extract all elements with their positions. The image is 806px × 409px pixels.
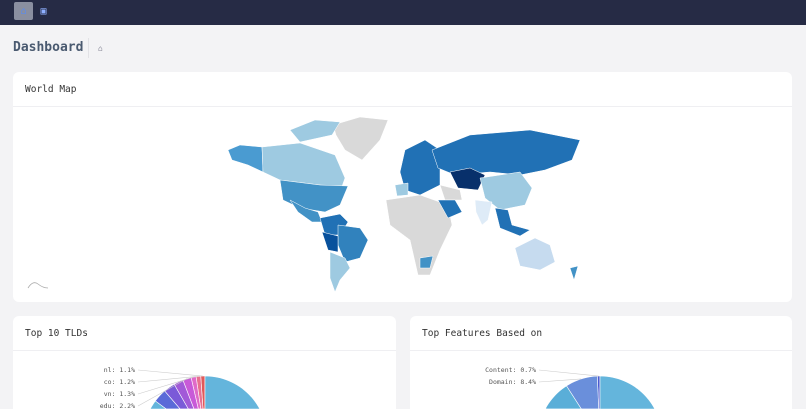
slice-label: vn: 1.3%: [104, 390, 135, 398]
label-leader-line: [137, 369, 203, 377]
page-title: Dashboard: [13, 40, 84, 55]
slice-label: co: 1.2%: [104, 378, 135, 386]
map-canada-islands: [289, 119, 341, 143]
map-saudi-arabia: [437, 199, 463, 219]
map-peru: [321, 231, 339, 253]
slice-label: Content: 0.7%: [485, 366, 536, 374]
map-new-zealand: [569, 265, 579, 281]
label-leader-line: [137, 378, 188, 407]
pie-slice[interactable]: [545, 385, 582, 409]
top-features-card: Top Features Based on Content: 0.7% Domai…: [410, 316, 792, 409]
map-australia: [514, 237, 556, 271]
home-icon[interactable]: ⌂: [14, 2, 33, 20]
map-russia: [431, 129, 581, 176]
label-leader-line: [538, 369, 599, 377]
map-middle-east: [439, 184, 463, 201]
pie-slice[interactable]: [566, 375, 600, 409]
map-southeast-asia: [494, 207, 531, 237]
slice-label: nl: 1.1%: [104, 366, 135, 374]
map-argentina: [329, 251, 351, 293]
map-spain: [394, 182, 409, 197]
top-tlds-card: Top 10 TLDs nl: 1.1% co: 1.2% vn: 1.3% edu:…: [13, 316, 396, 409]
map-legend: [27, 282, 49, 289]
world-map[interactable]: [13, 72, 792, 302]
map-europe: [399, 139, 441, 196]
card-title: World Map: [13, 72, 792, 107]
tlds-pie-chart: nl: 1.1% co: 1.2% vn: 1.3% edu: 2.2%: [100, 366, 261, 409]
map-africa: [385, 194, 453, 276]
label-leader-line: [538, 378, 582, 383]
breadcrumb-home-icon[interactable]: ⌂: [98, 44, 103, 53]
map-india: [474, 199, 493, 226]
map-china: [479, 171, 533, 211]
map-greenland: [332, 116, 389, 161]
chart-icon[interactable]: ▣: [40, 5, 47, 17]
card-title: Top 10 TLDs: [13, 316, 396, 351]
map-south-africa: [419, 255, 434, 269]
top-navbar: ⌂ ▣: [0, 0, 806, 25]
pie-slice[interactable]: [544, 375, 656, 409]
card-title: Top Features Based on: [410, 316, 792, 351]
world-map-card: World Map: [13, 72, 792, 302]
label-leader-line: [137, 376, 199, 383]
divider: [88, 38, 89, 58]
features-pie-chart: Content: 0.7% Domain: 8.4%: [485, 366, 656, 409]
slice-label: Domain: 8.4%: [489, 378, 536, 386]
slice-label: edu: 2.2%: [100, 402, 135, 409]
map-brazil: [337, 224, 369, 263]
map-alaska: [227, 144, 264, 173]
